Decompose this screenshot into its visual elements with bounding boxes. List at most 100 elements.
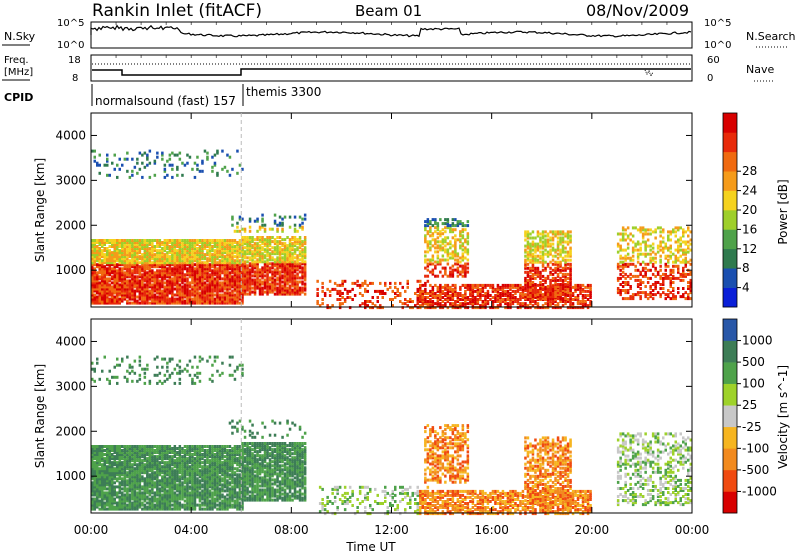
echo-cell bbox=[672, 281, 675, 284]
echo-cell bbox=[674, 256, 677, 260]
echo-cell bbox=[158, 265, 162, 269]
echo-cell bbox=[243, 284, 247, 288]
echo-cell bbox=[231, 265, 234, 269]
echo-cell bbox=[326, 287, 329, 291]
echo-cell bbox=[459, 220, 462, 224]
echo-cell bbox=[138, 265, 142, 269]
echo-cell bbox=[662, 283, 665, 286]
echo-cell bbox=[626, 281, 630, 284]
echo-cell bbox=[636, 256, 640, 260]
echo-cell bbox=[118, 293, 121, 297]
echo-cell bbox=[581, 283, 585, 287]
echo-cell bbox=[534, 236, 537, 240]
echo-cell bbox=[198, 281, 202, 285]
echo-cell bbox=[258, 244, 262, 248]
echo-cell bbox=[243, 256, 247, 260]
echo-cell bbox=[454, 292, 457, 295]
echo-cell bbox=[451, 228, 455, 232]
echo-cell bbox=[106, 261, 109, 265]
echo-cell bbox=[689, 238, 692, 242]
echo-cell bbox=[146, 299, 149, 303]
echo-cell bbox=[138, 295, 142, 299]
echo-cell bbox=[243, 250, 247, 254]
echo-cell bbox=[351, 298, 354, 301]
echo-cell bbox=[121, 239, 124, 242]
echo-cell bbox=[108, 467, 111, 471]
echo-cell bbox=[143, 239, 147, 242]
echo-cell bbox=[121, 505, 124, 509]
echo-cell bbox=[531, 240, 535, 244]
echo-cell bbox=[504, 300, 507, 303]
echo-cell bbox=[113, 477, 116, 481]
echo-cell bbox=[539, 297, 542, 301]
echo-cell bbox=[206, 295, 209, 299]
echo-cell bbox=[684, 240, 687, 244]
echo-cell bbox=[549, 295, 552, 299]
echo-cell bbox=[171, 269, 174, 273]
echo-cell bbox=[266, 280, 269, 284]
echo-cell bbox=[379, 292, 382, 295]
echo-cell bbox=[664, 268, 667, 272]
echo-cell bbox=[176, 291, 179, 295]
echo-cell bbox=[301, 258, 304, 262]
echo-cell bbox=[524, 248, 527, 252]
echo-cell bbox=[424, 283, 427, 287]
echo-cell bbox=[662, 250, 665, 254]
echo-cell bbox=[123, 243, 127, 246]
echo-cell bbox=[241, 290, 244, 294]
echo-cell bbox=[128, 497, 132, 501]
echo-cell bbox=[111, 271, 114, 275]
echo-cell bbox=[113, 285, 116, 289]
echo-cell bbox=[116, 279, 119, 283]
echo-cell bbox=[106, 455, 109, 459]
echo-cell bbox=[116, 471, 119, 475]
echo-cell bbox=[496, 298, 500, 301]
echo-cell bbox=[629, 276, 632, 280]
echo-cell bbox=[449, 302, 452, 306]
echo-cell bbox=[98, 473, 101, 477]
echo-cell bbox=[116, 477, 119, 481]
echo-cell bbox=[156, 241, 159, 244]
echo-cell bbox=[246, 244, 249, 248]
echo-cell bbox=[161, 271, 164, 275]
echo-cell bbox=[258, 236, 262, 239]
echo-cell bbox=[203, 291, 207, 295]
echo-cell bbox=[391, 298, 394, 301]
echo-cell bbox=[238, 267, 242, 271]
echo-cell bbox=[549, 272, 552, 276]
echo-cell bbox=[431, 254, 435, 258]
echo-cell bbox=[126, 495, 129, 499]
echo-cell bbox=[281, 268, 284, 272]
echo-cell bbox=[273, 246, 277, 250]
echo-cell bbox=[166, 285, 169, 289]
echo-cell bbox=[173, 243, 177, 246]
echo-cell bbox=[479, 298, 482, 301]
echo-cell bbox=[301, 227, 304, 231]
echo-cell bbox=[479, 296, 482, 299]
echo-cell bbox=[126, 273, 129, 277]
echo-cell bbox=[276, 288, 279, 292]
echo-cell bbox=[461, 296, 465, 299]
echo-cell bbox=[231, 251, 234, 255]
echo-cell bbox=[198, 265, 202, 269]
echo-cell bbox=[639, 262, 642, 266]
echo-cell bbox=[659, 264, 662, 268]
echo-cell bbox=[293, 248, 297, 252]
echo-cell bbox=[624, 258, 627, 262]
echo-cell bbox=[176, 263, 179, 267]
echo-cell bbox=[228, 295, 232, 299]
echo-cell bbox=[446, 292, 450, 295]
echo-cell bbox=[238, 287, 242, 291]
echo-cell bbox=[143, 271, 147, 275]
echo-cell bbox=[146, 273, 149, 277]
echo-cell bbox=[549, 287, 552, 290]
echo-cell bbox=[223, 251, 227, 255]
echo-cell bbox=[116, 501, 119, 505]
echo-cell bbox=[449, 270, 452, 274]
echo-cell bbox=[539, 236, 542, 240]
echo-cell bbox=[531, 272, 535, 276]
echo-cell bbox=[131, 285, 134, 289]
echo-cell bbox=[446, 283, 450, 287]
echo-cell bbox=[126, 451, 129, 454]
echo-cell bbox=[439, 294, 442, 297]
